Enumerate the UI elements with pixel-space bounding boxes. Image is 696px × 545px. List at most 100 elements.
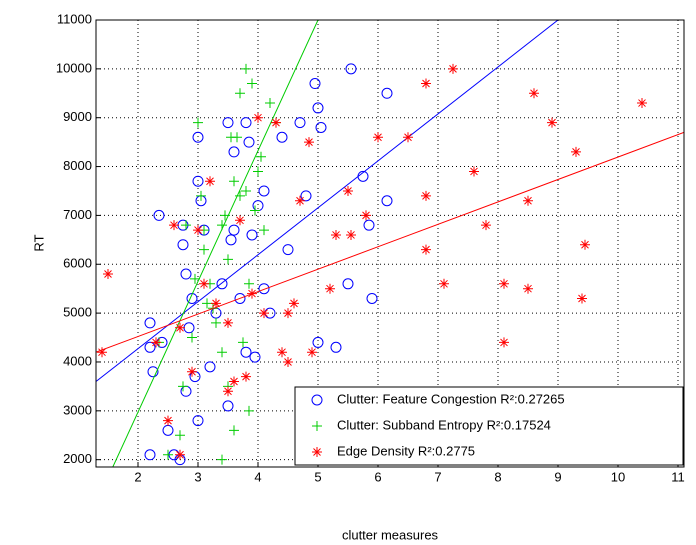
point xyxy=(175,430,185,441)
point xyxy=(169,220,179,231)
point xyxy=(312,102,324,114)
point xyxy=(199,278,209,289)
point xyxy=(190,273,200,284)
point xyxy=(193,117,203,128)
point xyxy=(258,185,270,197)
point xyxy=(304,137,314,148)
point xyxy=(228,146,240,158)
point xyxy=(276,131,288,143)
point xyxy=(147,366,159,378)
point xyxy=(235,215,245,226)
point xyxy=(235,88,245,99)
point xyxy=(342,278,354,290)
point xyxy=(238,337,248,348)
legend-marker xyxy=(311,394,323,406)
point xyxy=(246,229,258,241)
point xyxy=(202,298,212,309)
point xyxy=(381,87,393,99)
y-tick-label: 11000 xyxy=(57,11,92,26)
point xyxy=(300,190,312,202)
point xyxy=(366,292,378,304)
point xyxy=(232,132,242,143)
y-tick-label: 10000 xyxy=(56,60,92,75)
point xyxy=(325,283,335,294)
point xyxy=(211,317,221,328)
point xyxy=(361,210,371,221)
point xyxy=(283,308,293,319)
point xyxy=(180,268,192,280)
point xyxy=(240,117,252,129)
point xyxy=(448,63,458,74)
fit-line xyxy=(96,20,559,382)
point xyxy=(225,234,237,246)
x-axis-label: clutter measures xyxy=(342,527,439,542)
legend-label: Clutter: Subband Entropy R²:0.17524 xyxy=(337,417,551,432)
y-tick-label: 6000 xyxy=(63,256,92,271)
point xyxy=(244,405,254,416)
point xyxy=(346,229,356,240)
fit-line xyxy=(112,20,319,467)
point xyxy=(217,347,227,358)
point xyxy=(192,131,204,143)
point xyxy=(229,376,239,387)
point xyxy=(481,220,491,231)
point xyxy=(421,78,431,89)
point xyxy=(247,78,257,89)
point xyxy=(228,224,240,236)
point xyxy=(499,278,509,289)
ticks: 2 3 4 5 6 7 8 9 10 11 2000 3000 4000 5000 6000 7000 8000… xyxy=(56,11,685,484)
fit-line xyxy=(96,131,684,353)
y-tick-label: 2000 xyxy=(63,451,92,466)
point xyxy=(250,205,260,216)
point xyxy=(403,132,413,143)
point xyxy=(223,254,233,265)
x-tick-label: 7 xyxy=(434,469,441,484)
point xyxy=(294,117,306,129)
point xyxy=(163,415,173,426)
point xyxy=(153,209,165,221)
legend-box xyxy=(294,386,684,466)
point xyxy=(523,283,533,294)
point xyxy=(241,63,251,74)
point xyxy=(144,317,156,329)
point xyxy=(241,371,251,382)
y-tick-label: 3000 xyxy=(63,402,92,417)
point xyxy=(381,195,393,207)
point xyxy=(216,278,228,290)
y-tick-label: 9000 xyxy=(63,109,92,124)
point xyxy=(144,449,156,461)
point xyxy=(577,293,587,304)
legend: Clutter: Feature Congestion R²:0.27265 Cl… xyxy=(294,386,684,466)
point xyxy=(205,176,215,187)
point xyxy=(421,190,431,201)
point xyxy=(211,298,221,309)
point xyxy=(217,454,227,465)
point xyxy=(222,400,234,412)
point xyxy=(307,347,317,358)
point xyxy=(175,449,185,460)
point xyxy=(547,117,557,128)
point xyxy=(223,386,233,397)
point xyxy=(277,347,287,358)
point xyxy=(193,225,203,236)
point xyxy=(523,195,533,206)
point xyxy=(144,341,156,353)
point xyxy=(373,132,383,143)
point xyxy=(469,166,479,177)
point xyxy=(234,292,246,304)
point xyxy=(187,332,197,343)
point xyxy=(181,220,191,231)
y-axis-label: RT xyxy=(31,234,46,251)
y-tick-label: 4000 xyxy=(63,353,92,368)
point xyxy=(192,175,204,187)
point xyxy=(259,225,269,236)
point xyxy=(222,117,234,129)
point xyxy=(571,146,581,157)
point xyxy=(580,239,590,250)
point xyxy=(295,195,305,206)
point xyxy=(178,381,188,392)
x-tick-label: 6 xyxy=(374,469,381,484)
point xyxy=(529,88,539,99)
x-tick-label: 11 xyxy=(671,469,685,484)
